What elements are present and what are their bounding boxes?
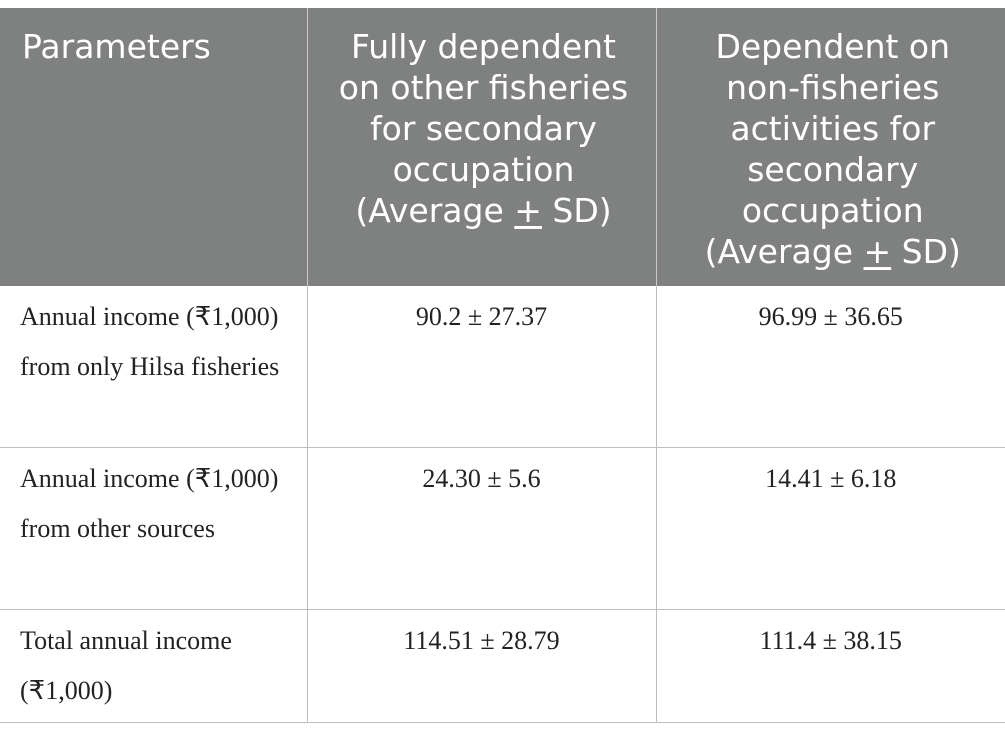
header-fully-dependent: Fully dependent on other fisheries for s… — [307, 8, 657, 286]
row-fully-dependent-value: 114.51 ± 28.79 — [307, 609, 657, 723]
table-body: Annual income (₹1,000) from only Hilsa f… — [0, 286, 1005, 723]
header-row: Parameters Fully dependent on other fish… — [0, 8, 1005, 286]
header-parameters: Parameters — [0, 8, 308, 286]
header-non-fisheries-end: SD) — [891, 232, 961, 271]
header-non-fisheries: Dependent on non-fisheries activities fo… — [656, 8, 1005, 286]
income-comparison-table: Parameters Fully dependent on other fish… — [0, 8, 1005, 723]
row-non-fisheries-value: 14.41 ± 6.18 — [656, 447, 1005, 610]
header-non-fisheries-text: Dependent on non-fisheries activities fo… — [704, 27, 951, 271]
row-fully-dependent-value: 24.30 ± 5.6 — [307, 447, 657, 610]
table-row: Annual income (₹1,000) from other source… — [0, 447, 1005, 610]
row-non-fisheries-value: 111.4 ± 38.15 — [656, 609, 1005, 723]
row-parameter-cell: Total annual income (₹1,000) — [0, 609, 308, 723]
header-fully-dependent-end: SD) — [541, 191, 612, 230]
income-table-container: Parameters Fully dependent on other fish… — [0, 8, 1005, 723]
header-non-fisheries-plus-minus: + — [863, 232, 892, 271]
table-row: Annual income (₹1,000) from only Hilsa f… — [0, 286, 1005, 448]
row-parameter-cell: Annual income (₹1,000) from other source… — [0, 447, 308, 610]
table-row: Total annual income (₹1,000) 114.51 ± 28… — [0, 609, 1005, 723]
table-header: Parameters Fully dependent on other fish… — [0, 8, 1005, 286]
row-parameter-cell: Annual income (₹1,000) from only Hilsa f… — [0, 286, 308, 448]
row-fully-dependent-value: 90.2 ± 27.37 — [307, 286, 657, 448]
row-non-fisheries-value: 96.99 ± 36.65 — [656, 286, 1005, 448]
header-fully-dependent-text: Fully dependent on other fisheries for s… — [338, 27, 629, 230]
header-fully-dependent-plus-minus: + — [514, 191, 542, 230]
